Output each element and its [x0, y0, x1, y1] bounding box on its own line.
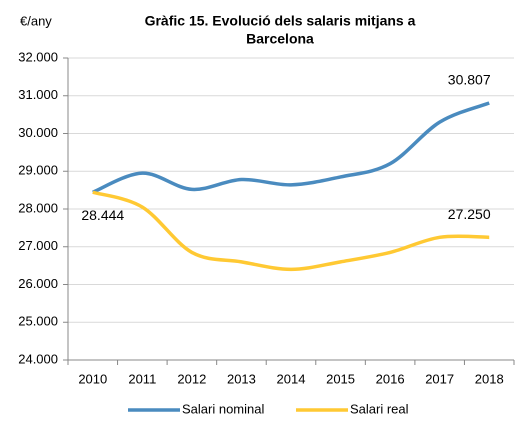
y-tick-label: 29.000: [18, 163, 58, 178]
y-tick-label: 30.000: [18, 125, 58, 140]
x-tick-label: 2017: [425, 371, 454, 386]
y-tick-label: 26.000: [18, 276, 58, 291]
x-tick-label: 2010: [78, 371, 107, 386]
x-tick-label: 2011: [128, 371, 156, 386]
x-tick-label: 2014: [277, 371, 306, 386]
x-tick-label: 2016: [376, 371, 405, 386]
y-tick-label: 24.000: [18, 351, 58, 366]
y-tick-label: 25.000: [18, 314, 58, 329]
line-series: [92, 101, 490, 194]
x-tick-label: 2013: [227, 371, 256, 386]
data-label: 30.807: [448, 72, 491, 88]
x-tick-label: 2015: [326, 371, 355, 386]
legend-label: Salari real: [350, 401, 409, 416]
y-tick-label: 27.000: [18, 238, 58, 253]
y-tick-label: 31.000: [18, 87, 58, 102]
x-tick-label: 2018: [475, 371, 504, 386]
x-tick-label: 2012: [177, 371, 206, 386]
line-series: [92, 190, 490, 272]
data-label: 27.250: [448, 206, 491, 222]
y-tick-label: 28.000: [18, 200, 58, 215]
y-tick-label: 32.000: [18, 49, 58, 64]
chart-title: Barcelona: [246, 31, 314, 47]
y-axis-label: €/any: [20, 13, 52, 28]
chart-title: Gràfic 15. Evolució dels salaris mitjans…: [145, 13, 416, 29]
data-label: 28.444: [81, 207, 124, 223]
legend-label: Salari nominal: [182, 401, 264, 416]
